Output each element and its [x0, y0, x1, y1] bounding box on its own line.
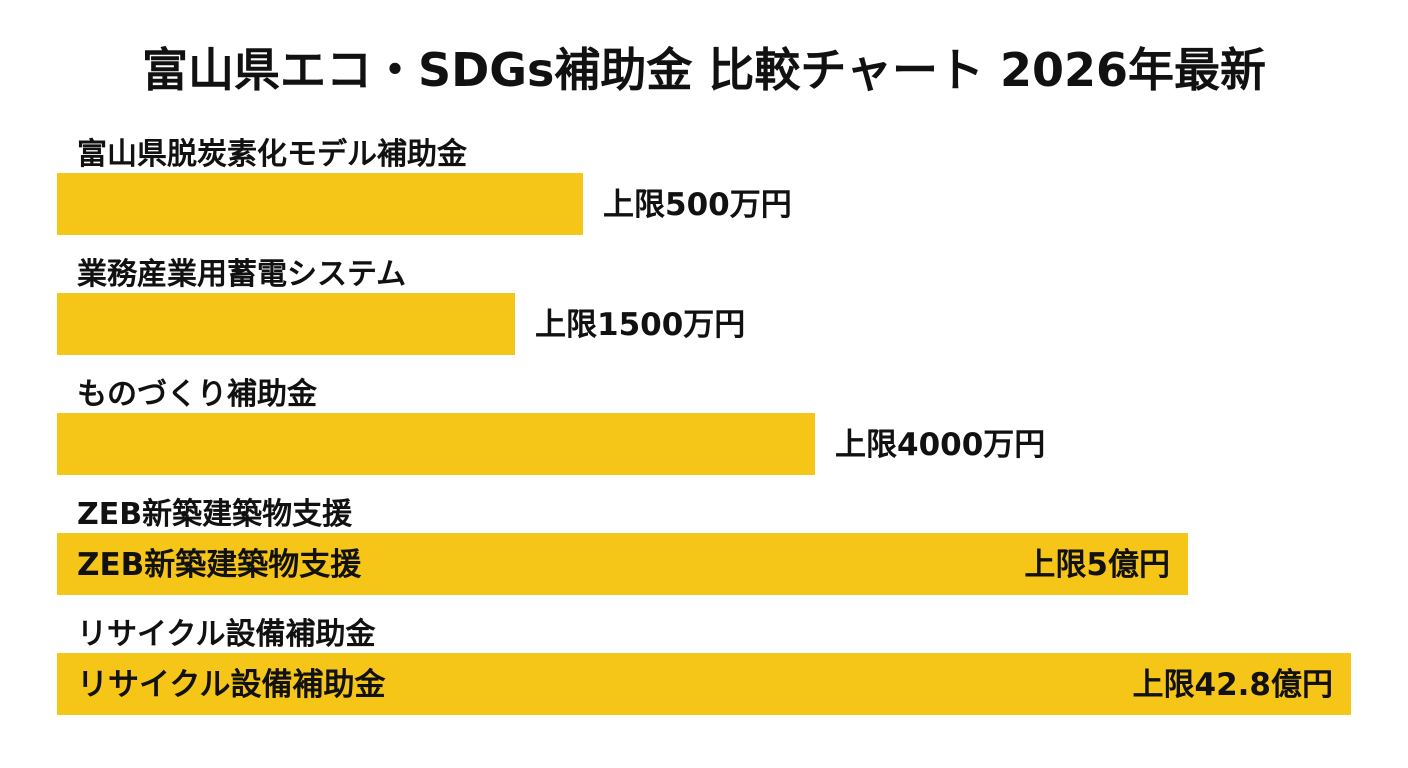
- category-label: ZEB新築建築物支援: [77, 497, 353, 532]
- bar: [57, 413, 815, 475]
- in-bar-label: ZEB新築建築物支援: [77, 547, 362, 583]
- category-label: ものづくり補助金: [77, 377, 318, 412]
- bar: [57, 653, 1351, 715]
- bar: [57, 533, 1188, 595]
- value-label: 上限5億円: [1024, 547, 1170, 583]
- chart-title: 富山県エコ・SDGs補助金 比較チャート 2026年最新: [142, 43, 1266, 97]
- category-label: 富山県脱炭素化モデル補助金: [77, 137, 468, 172]
- bar: [57, 293, 515, 355]
- in-bar-label: リサイクル設備補助金: [77, 667, 386, 703]
- bar: [57, 173, 583, 235]
- value-label: 上限500万円: [603, 187, 792, 223]
- value-label: 上限4000万円: [835, 427, 1045, 463]
- category-label: 業務産業用蓄電システム: [77, 257, 406, 292]
- bars-layer: 富山県脱炭素化モデル補助金上限500万円業務産業用蓄電システム上限1500万円も…: [57, 137, 1351, 715]
- category-label: リサイクル設備補助金: [77, 617, 376, 652]
- value-label: 上限1500万円: [535, 307, 745, 343]
- value-label: 上限42.8億円: [1133, 667, 1334, 703]
